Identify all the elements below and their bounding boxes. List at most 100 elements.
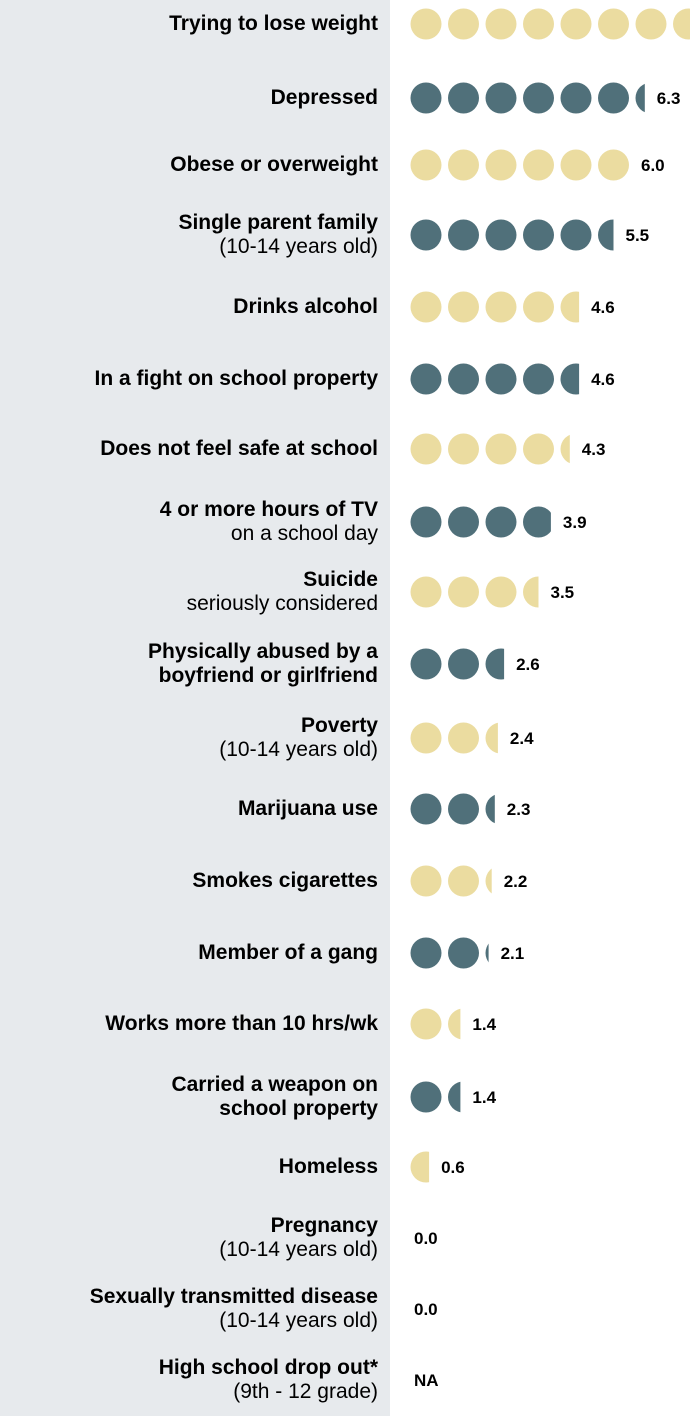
dot-mark: [448, 937, 479, 969]
partial-dot-mark: [560, 363, 580, 395]
dot-mark: [560, 8, 592, 40]
row-label: 4 or more hours of TV on a school day: [0, 498, 378, 546]
partial-dot-mark: [560, 291, 580, 323]
value-label: 5.5: [626, 226, 650, 245]
value-label: 1.4: [472, 1088, 496, 1107]
dot-mark: [410, 722, 442, 754]
dot-mark: [448, 149, 479, 181]
row-label-title: Carried a weapon on: [171, 1073, 378, 1096]
partial-dot-mark: [560, 434, 570, 464]
dot-mark: [448, 793, 479, 825]
partial-dot-mark: [485, 868, 492, 894]
row-label: Trying to lose weight: [0, 12, 378, 36]
partial-dot-mark: [410, 1151, 430, 1183]
row-label-title: In a fight on school property: [94, 367, 379, 390]
row-label-title: Single parent family: [178, 211, 378, 234]
partial-dot-mark: [448, 1081, 461, 1113]
row-label: Works more than 10 hrs/wk: [0, 1012, 378, 1036]
value-label: 2.1: [501, 944, 525, 963]
row-label-title: High school drop out*: [158, 1356, 378, 1379]
row-label-title: Suicide: [303, 568, 378, 591]
dot-mark: [523, 433, 554, 465]
dot-mark: [448, 722, 479, 754]
value-label: 0.0: [414, 1300, 438, 1319]
row-label-title: 4 or more hours of TV: [159, 498, 378, 521]
dot-mark: [448, 8, 479, 40]
partial-dot-mark: [485, 648, 505, 680]
dot-mark: [448, 865, 479, 897]
row-label: In a fight on school property: [0, 367, 379, 391]
value-label: 4.3: [582, 440, 606, 459]
dot-mark: [560, 219, 592, 251]
row-label-title: Works more than 10 hrs/wk: [105, 1012, 378, 1035]
row-label: Depressed: [0, 86, 378, 110]
row-label-title: Poverty: [300, 714, 378, 737]
dot-mark: [448, 291, 479, 323]
value-label: 3.5: [551, 583, 575, 602]
dot-mark: [485, 576, 517, 608]
dot-mark: [560, 82, 592, 114]
row-label: High school drop out* (9th - 12 grade): [0, 1356, 378, 1404]
row-label-title: Homeless: [278, 1155, 378, 1178]
row-label-subtitle: (10-14 years old): [219, 235, 378, 258]
partial-dot-mark: [635, 83, 645, 113]
dot-mark: [485, 291, 517, 323]
value-label: NA: [414, 1371, 439, 1390]
dot-mark: [448, 433, 479, 465]
dot-mark: [410, 291, 442, 323]
value-label: 3.9: [563, 513, 587, 532]
dot-mark: [410, 793, 442, 825]
dot-mark: [410, 363, 442, 395]
dot-mark: [410, 576, 442, 608]
row-label: Drinks alcohol: [0, 295, 378, 319]
row-label-title: Sexually transmitted disease: [89, 1285, 378, 1308]
dot-mark: [448, 219, 479, 251]
dot-mark: [410, 433, 442, 465]
row-label-subtitle: school property: [219, 1097, 378, 1120]
row-label-title: Obese or overweight: [170, 153, 378, 176]
value-label: 6.0: [641, 156, 665, 175]
dot-mark: [523, 8, 554, 40]
value-label: 2.3: [507, 800, 531, 819]
dot-mark: [523, 149, 554, 181]
dot-mark: [448, 506, 479, 538]
row-label-title: Trying to lose weight: [169, 12, 378, 35]
dot-mark: [523, 363, 554, 395]
partial-dot-mark: [523, 576, 539, 608]
dot-mark: [410, 1008, 442, 1040]
dot-mark: [410, 506, 442, 538]
value-label: 6.3: [657, 89, 681, 108]
row-label-subtitle: (10-14 years old): [219, 1238, 378, 1261]
dot-mark: [523, 219, 554, 251]
dot-mark: [410, 1081, 442, 1113]
dot-mark: [410, 648, 442, 680]
dot-mark: [448, 82, 479, 114]
partial-dot-mark: [523, 506, 551, 538]
value-label: 2.4: [510, 729, 534, 748]
row-label-title: Smokes cigarettes: [192, 869, 378, 892]
dot-mark: [485, 363, 517, 395]
row-label: Sexually transmitted disease (10-14 years…: [0, 1285, 378, 1333]
row-label-subtitle: (9th - 12 grade): [233, 1380, 378, 1403]
value-label: 4.6: [591, 370, 615, 389]
value-label: 2.2: [504, 872, 528, 891]
dot-mark: [523, 82, 554, 114]
dot-mark: [410, 865, 442, 897]
partial-dot-mark: [485, 794, 495, 824]
dot-mark: [598, 82, 629, 114]
row-label: Obese or overweight: [0, 153, 378, 177]
dot-mark: [448, 363, 479, 395]
dot-mark: [635, 8, 667, 40]
row-label-subtitle: (10-14 years old): [219, 1309, 378, 1332]
row-label-title: Marijuana use: [237, 797, 378, 820]
partial-dot-mark: [598, 219, 614, 251]
dot-mark: [448, 576, 479, 608]
row-label-subtitle: seriously considered: [186, 592, 378, 615]
label-panel: [0, 0, 390, 1416]
partial-dot-mark: [448, 1008, 461, 1040]
pictograph-chart: 6.3 6.0 5.5 4.6 4.6 4.3 3.9 3.5 2.6 2.4 2.3 2.2 2.1 1…: [410, 8, 690, 1390]
row-label-title: Physically abused by a: [148, 640, 378, 663]
row-label: Pregnancy (10-14 years old): [0, 1214, 378, 1262]
row-label: Poverty (10-14 years old): [0, 714, 378, 762]
value-label: 4.6: [591, 298, 615, 317]
